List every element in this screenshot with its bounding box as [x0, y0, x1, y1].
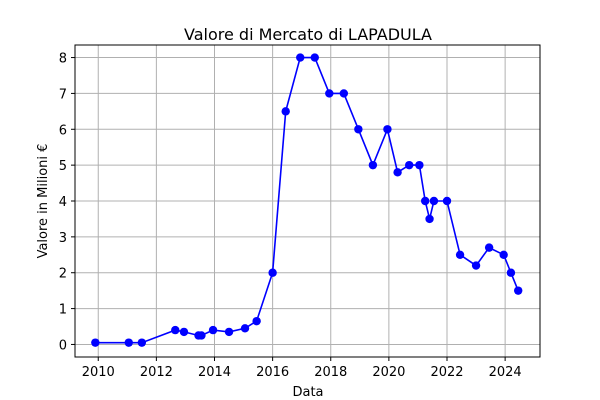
y-tick-label: 6	[59, 123, 67, 138]
data-point	[425, 214, 434, 224]
data-point	[124, 338, 133, 347]
data-point	[393, 168, 402, 177]
y-axis-label: Valore in Milioni €	[36, 144, 51, 259]
x-tick-label: 2010	[82, 365, 115, 380]
y-tick-label: 0	[59, 338, 67, 353]
data-point	[415, 160, 424, 170]
y-tick-label: 8	[59, 52, 67, 67]
x-tick-label: 2012	[140, 365, 173, 380]
data-point	[281, 107, 290, 116]
data-point	[252, 316, 261, 326]
data-point	[310, 53, 319, 62]
data-point	[514, 286, 523, 295]
data-point	[224, 327, 234, 337]
y-tick-label: 4	[59, 195, 67, 210]
x-tick-label: 2018	[314, 365, 347, 380]
data-point	[179, 327, 189, 337]
data-point	[197, 331, 206, 340]
y-tick-label: 5	[59, 159, 67, 174]
data-point	[471, 261, 481, 270]
data-point	[368, 160, 378, 170]
data-point	[240, 324, 250, 333]
x-tick-label: 2016	[256, 365, 289, 380]
chart-title: Valore di Mercato di LAPADULA	[184, 25, 432, 44]
x-axis-label: Data	[292, 385, 323, 400]
data-point	[296, 53, 305, 62]
data-point	[325, 89, 334, 98]
data-point	[506, 268, 516, 277]
series-points-layer	[91, 53, 523, 347]
y-tick-label: 7	[59, 87, 67, 102]
data-point	[499, 250, 508, 259]
y-tick-label: 3	[59, 231, 67, 246]
y-tick-label: 1	[59, 303, 67, 318]
data-point	[354, 125, 363, 134]
data-point	[137, 338, 147, 347]
data-point	[442, 196, 452, 206]
data-point	[405, 160, 414, 170]
data-point	[91, 338, 100, 347]
data-point	[421, 196, 430, 206]
data-point	[429, 196, 439, 206]
data-point	[268, 268, 277, 277]
data-point	[455, 250, 465, 259]
data-point	[383, 125, 392, 134]
data-point	[171, 325, 180, 335]
grid	[75, 45, 540, 357]
data-point	[208, 325, 218, 335]
x-tick-label: 2022	[430, 365, 463, 380]
x-tick-label: 2014	[198, 365, 231, 380]
axis-ticks: 2010 2012 2014 2016 2018 2020 2022 2024 0 1 2 3 4 5 6 7…	[59, 52, 522, 380]
y-tick-label: 2	[59, 267, 67, 282]
x-tick-label: 2020	[372, 365, 405, 380]
x-tick-label: 2024	[489, 365, 522, 380]
data-point	[484, 243, 494, 252]
data-point	[339, 89, 349, 98]
